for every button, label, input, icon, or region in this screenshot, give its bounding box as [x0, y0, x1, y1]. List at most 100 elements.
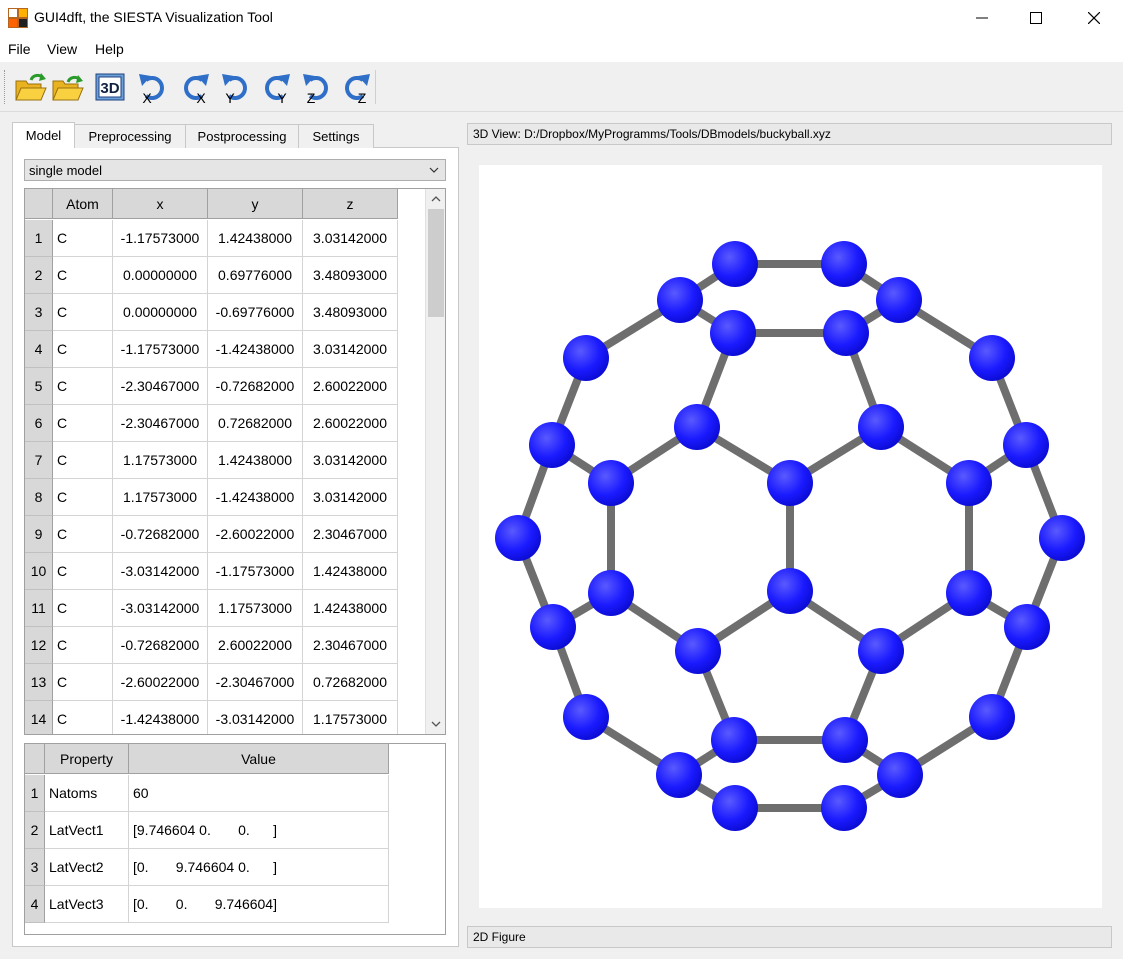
atom-cell-coord[interactable]: 2.30467000 — [303, 516, 398, 553]
buckyball-model[interactable] — [479, 165, 1102, 908]
rotate-z-cw-button[interactable]: Z — [339, 70, 373, 106]
atom-cell-coord[interactable]: -1.42438000 — [208, 479, 303, 516]
row-header[interactable]: 2 — [25, 257, 53, 294]
scrollbar-thumb[interactable] — [428, 209, 444, 317]
atom-cell-coord[interactable]: 2.60022000 — [303, 405, 398, 442]
rotate-y-ccw-button[interactable]: Y — [219, 70, 253, 106]
atom[interactable] — [969, 694, 1015, 740]
atom-cell-coord[interactable]: 1.17573000 — [303, 701, 398, 734]
atom-cell-coord[interactable]: -0.72682000 — [208, 368, 303, 405]
atom-cell-coord[interactable]: -1.17573000 — [113, 331, 208, 368]
atom-cell-element[interactable]: C — [53, 405, 113, 442]
atom[interactable] — [530, 604, 576, 650]
column-header-z[interactable]: z — [303, 189, 398, 219]
atom[interactable] — [674, 404, 720, 450]
atom[interactable] — [767, 460, 813, 506]
atom[interactable] — [710, 310, 756, 356]
maximize-button[interactable] — [1008, 0, 1064, 36]
atom[interactable] — [711, 717, 757, 763]
atom[interactable] — [1004, 604, 1050, 650]
property-name-cell[interactable]: LatVect1 — [45, 812, 129, 849]
atom-cell-element[interactable]: C — [53, 368, 113, 405]
menu-help[interactable]: Help — [95, 41, 124, 57]
tab-model[interactable]: Model — [12, 122, 75, 148]
row-header[interactable]: 12 — [25, 627, 53, 664]
atom-cell-coord[interactable]: -2.30467000 — [208, 664, 303, 701]
column-header-x[interactable]: x — [113, 189, 208, 219]
row-header[interactable]: 6 — [25, 405, 53, 442]
atom-cell-coord[interactable]: 1.42438000 — [303, 553, 398, 590]
atom[interactable] — [656, 752, 702, 798]
atom-cell-coord[interactable]: -2.30467000 — [113, 405, 208, 442]
atom[interactable] — [657, 277, 703, 323]
atom-cell-coord[interactable]: -1.17573000 — [208, 553, 303, 590]
atom-cell-coord[interactable]: 2.60022000 — [208, 627, 303, 664]
open-file-button[interactable] — [13, 70, 47, 104]
atom[interactable] — [946, 460, 992, 506]
atom[interactable] — [858, 628, 904, 674]
atom-cell-coord[interactable]: 0.69776000 — [208, 257, 303, 294]
atom-cell-element[interactable]: C — [53, 627, 113, 664]
open-folder-button[interactable] — [50, 70, 84, 104]
row-header[interactable]: 3 — [25, 294, 53, 331]
menu-view[interactable]: View — [47, 41, 78, 57]
row-header[interactable]: 13 — [25, 664, 53, 701]
property-name-cell[interactable]: LatVect3 — [45, 886, 129, 923]
atom[interactable] — [712, 785, 758, 831]
toolbar-grip[interactable] — [4, 70, 7, 104]
atom-cell-coord[interactable]: -0.72682000 — [113, 516, 208, 553]
property-value-cell[interactable]: 60 — [129, 775, 389, 812]
atom[interactable] — [588, 460, 634, 506]
property-name-cell[interactable]: Natoms — [45, 775, 129, 812]
atom[interactable] — [821, 241, 867, 287]
atom-cell-element[interactable]: C — [53, 701, 113, 734]
atom-cell-coord[interactable]: 3.48093000 — [303, 294, 398, 331]
atom-cell-element[interactable]: C — [53, 220, 113, 257]
atom-cell-coord[interactable]: 1.17573000 — [113, 479, 208, 516]
rotate-y-cw-button[interactable]: Y — [259, 70, 293, 106]
atom-cell-element[interactable]: C — [53, 479, 113, 516]
atom[interactable] — [1039, 515, 1085, 561]
minimize-button[interactable] — [954, 0, 1010, 36]
atom-cell-coord[interactable]: 3.03142000 — [303, 442, 398, 479]
atom[interactable] — [1003, 422, 1049, 468]
atom-cell-coord[interactable]: 1.17573000 — [208, 590, 303, 627]
atom-cell-coord[interactable]: 3.48093000 — [303, 257, 398, 294]
atom-cell-element[interactable]: C — [53, 590, 113, 627]
atom-cell-coord[interactable]: 1.42438000 — [303, 590, 398, 627]
row-header[interactable]: 9 — [25, 516, 53, 553]
row-header[interactable]: 3 — [25, 849, 45, 886]
atom[interactable] — [821, 785, 867, 831]
tab-postprocessing[interactable]: Postprocessing — [185, 124, 299, 148]
3d-view-canvas[interactable] — [479, 165, 1102, 908]
atom-cell-coord[interactable]: -2.30467000 — [113, 368, 208, 405]
column-header-y[interactable]: y — [208, 189, 303, 219]
row-header[interactable]: 5 — [25, 368, 53, 405]
scroll-up-icon[interactable] — [430, 193, 442, 205]
property-name-cell[interactable]: LatVect2 — [45, 849, 129, 886]
row-header[interactable]: 4 — [25, 886, 45, 923]
atom-cell-coord[interactable]: -2.60022000 — [113, 664, 208, 701]
row-header[interactable]: 4 — [25, 331, 53, 368]
row-header[interactable]: 11 — [25, 590, 53, 627]
atom-cell-coord[interactable]: -1.17573000 — [113, 220, 208, 257]
row-header[interactable]: 1 — [25, 775, 45, 812]
atom-cell-coord[interactable]: 0.00000000 — [113, 257, 208, 294]
rotate-x-cw-button[interactable]: X — [178, 70, 212, 106]
property-value-cell[interactable]: [0. 0. 9.746604] — [129, 886, 389, 923]
model-select[interactable]: single model — [24, 159, 446, 181]
scroll-down-icon[interactable] — [430, 718, 442, 730]
atom-cell-coord[interactable]: 2.60022000 — [303, 368, 398, 405]
atom[interactable] — [823, 310, 869, 356]
3d-view-button[interactable]: 3D — [93, 70, 127, 104]
atom[interactable] — [877, 752, 923, 798]
menu-file[interactable]: File — [8, 41, 31, 57]
atom-cell-coord[interactable]: 0.00000000 — [113, 294, 208, 331]
atom-cell-coord[interactable]: 1.42438000 — [208, 220, 303, 257]
atom-cell-coord[interactable]: 3.03142000 — [303, 331, 398, 368]
row-header[interactable]: 2 — [25, 812, 45, 849]
atom[interactable] — [675, 628, 721, 674]
row-header[interactable]: 7 — [25, 442, 53, 479]
atom-cell-coord[interactable]: -0.69776000 — [208, 294, 303, 331]
atom[interactable] — [495, 515, 541, 561]
